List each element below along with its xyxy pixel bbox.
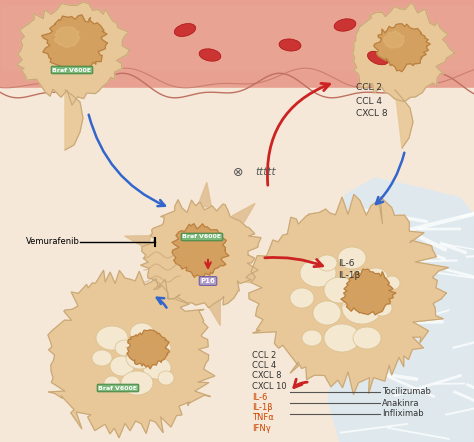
Ellipse shape [367, 51, 389, 65]
Ellipse shape [290, 288, 314, 308]
Polygon shape [383, 30, 404, 49]
Ellipse shape [199, 49, 221, 61]
Polygon shape [232, 203, 255, 226]
Text: Braf V600E: Braf V600E [99, 385, 137, 390]
Ellipse shape [121, 371, 153, 395]
Text: CCL 2: CCL 2 [252, 351, 276, 359]
Text: Braf V600E: Braf V600E [53, 68, 91, 72]
Polygon shape [48, 270, 215, 438]
Text: CXCL 8: CXCL 8 [252, 371, 282, 381]
Ellipse shape [384, 276, 400, 290]
Text: Vemurafenib: Vemurafenib [26, 237, 80, 247]
Polygon shape [341, 269, 396, 315]
Ellipse shape [353, 327, 381, 349]
Text: TNFα: TNFα [252, 414, 274, 423]
Text: Anakinra: Anakinra [382, 399, 419, 408]
Polygon shape [55, 27, 81, 48]
Polygon shape [353, 4, 455, 102]
Ellipse shape [143, 357, 171, 379]
Ellipse shape [372, 300, 392, 316]
Ellipse shape [174, 23, 196, 36]
Polygon shape [125, 236, 151, 249]
Ellipse shape [115, 340, 135, 356]
Polygon shape [17, 2, 129, 105]
Ellipse shape [92, 350, 112, 366]
Text: IL-1β: IL-1β [338, 271, 360, 281]
Text: IFNγ: IFNγ [252, 424, 271, 433]
Polygon shape [245, 269, 271, 286]
Ellipse shape [324, 277, 356, 303]
Polygon shape [42, 15, 107, 70]
Ellipse shape [313, 301, 341, 325]
Polygon shape [198, 182, 211, 207]
Ellipse shape [110, 356, 134, 376]
Ellipse shape [317, 255, 337, 271]
Polygon shape [395, 90, 413, 148]
Text: P16: P16 [201, 278, 215, 284]
Text: Tocilizumab: Tocilizumab [382, 388, 431, 396]
Text: CXCL 10: CXCL 10 [252, 382, 287, 391]
Text: IL-6: IL-6 [338, 259, 355, 267]
Polygon shape [249, 194, 448, 394]
Ellipse shape [348, 270, 368, 286]
Ellipse shape [342, 292, 382, 324]
Polygon shape [65, 90, 83, 150]
Text: CXCL 8: CXCL 8 [356, 110, 388, 118]
Ellipse shape [338, 247, 366, 269]
Polygon shape [0, 0, 474, 98]
Ellipse shape [96, 326, 128, 350]
Polygon shape [0, 5, 474, 70]
Polygon shape [141, 200, 261, 308]
Polygon shape [0, 88, 474, 442]
Ellipse shape [130, 323, 154, 343]
Text: CCL 4: CCL 4 [252, 361, 276, 370]
Text: Braf V600E: Braf V600E [182, 235, 221, 240]
Ellipse shape [300, 259, 336, 287]
Ellipse shape [104, 376, 120, 390]
Polygon shape [374, 24, 430, 72]
Ellipse shape [151, 340, 171, 356]
Text: ⊗: ⊗ [233, 165, 243, 179]
Text: CCL 2: CCL 2 [356, 84, 382, 92]
Ellipse shape [158, 371, 174, 385]
Ellipse shape [279, 39, 301, 51]
Text: CCL 4: CCL 4 [356, 96, 382, 106]
Polygon shape [0, 0, 474, 95]
Ellipse shape [126, 347, 154, 369]
Ellipse shape [334, 19, 356, 31]
Polygon shape [172, 224, 229, 277]
Text: ttttt: ttttt [255, 167, 275, 177]
Ellipse shape [302, 330, 322, 346]
Text: IL-1β: IL-1β [252, 403, 273, 412]
Polygon shape [150, 288, 172, 311]
Ellipse shape [364, 268, 388, 288]
Text: IL-6: IL-6 [252, 392, 267, 401]
Polygon shape [207, 300, 220, 325]
Polygon shape [127, 330, 169, 369]
Text: Infliximab: Infliximab [382, 409, 424, 419]
Polygon shape [328, 178, 474, 442]
Ellipse shape [324, 324, 360, 352]
